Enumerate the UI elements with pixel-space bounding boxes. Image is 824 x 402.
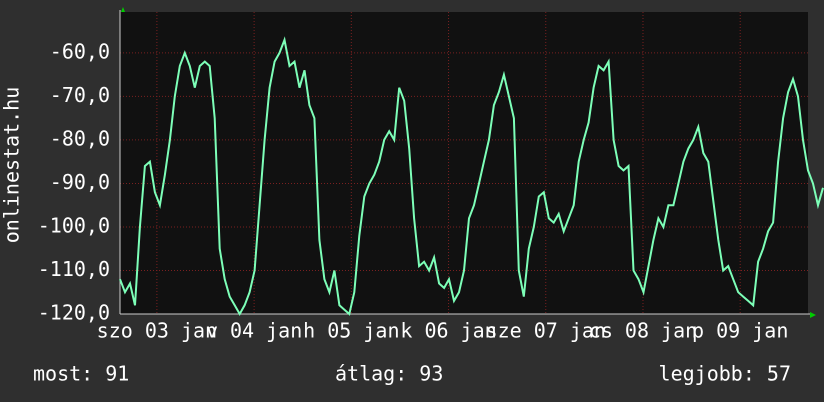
y-tick-label: -110,0 <box>38 257 110 281</box>
axis-arrow <box>121 7 125 12</box>
y-tick-label: -80,0 <box>50 126 110 150</box>
x-tick-label: p 09 jan <box>692 319 788 343</box>
footer-current: most: 91 <box>33 362 129 386</box>
x-tick-label: sze 07 jan <box>486 319 606 343</box>
x-tick-label: cs 08 jan <box>589 319 697 343</box>
x-tick-label: k 06 jan <box>400 319 496 343</box>
x-tick-label: h 05 jan <box>303 319 399 343</box>
y-tick-label: -70,0 <box>50 83 110 107</box>
y-tick-label: -90,0 <box>50 170 110 194</box>
line <box>119 36 824 317</box>
x-tick-label: v 04 jan <box>206 319 302 343</box>
y-tick-label: -60,0 <box>50 39 110 63</box>
x-tick-label: szo 03 jan <box>97 319 217 343</box>
y-axis-label: onlinestat.hu <box>0 87 24 244</box>
y-tick-label: -100,0 <box>38 213 110 237</box>
footer-average: átlag: 93 <box>335 362 443 386</box>
footer-best: legjobb: 57 <box>659 362 791 386</box>
axis-arrow <box>810 312 816 318</box>
y-tick-label: -120,0 <box>38 301 110 325</box>
